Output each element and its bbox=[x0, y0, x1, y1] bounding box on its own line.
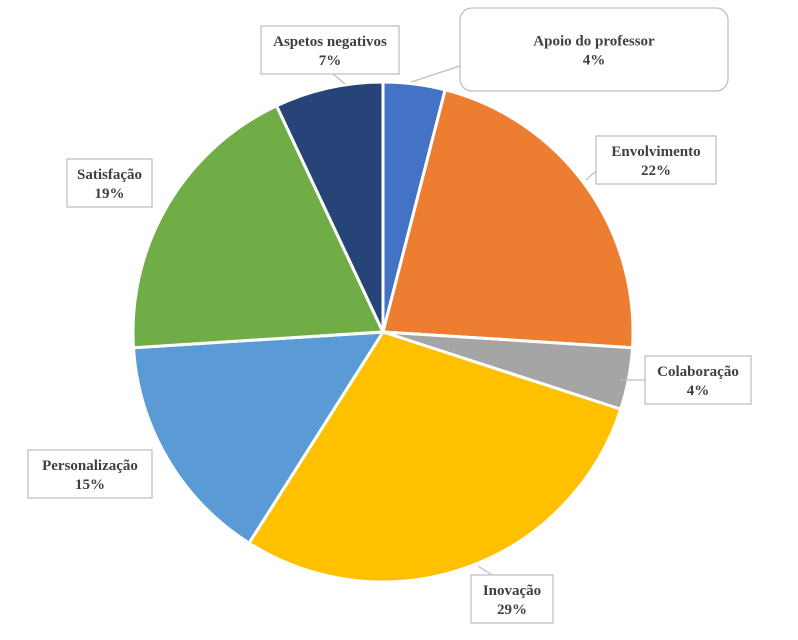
pie-slices bbox=[131, 80, 635, 584]
slice-category-label: Colaboração bbox=[657, 364, 739, 380]
data-label: Apoio do professor 4% bbox=[410, 7, 729, 92]
data-label-box bbox=[644, 355, 752, 405]
leader-line bbox=[585, 170, 597, 181]
data-label-box bbox=[459, 7, 729, 92]
slice-category-label: Envolvimento bbox=[611, 144, 700, 160]
data-label: Inovação 29% bbox=[470, 565, 554, 624]
slice-value-label: 4% bbox=[583, 53, 606, 69]
data-label-box bbox=[470, 574, 554, 624]
slice-category-label: Aspetos negativos bbox=[273, 34, 387, 50]
slice-category-label: Personalização bbox=[42, 458, 138, 474]
slice-value-label: 7% bbox=[319, 53, 342, 69]
slice-value-label: 29% bbox=[497, 602, 527, 618]
slice-value-label: 22% bbox=[641, 163, 671, 179]
data-label: Aspetos negativos 7% bbox=[260, 25, 400, 85]
pie-slice bbox=[131, 330, 385, 545]
slice-value-label: 15% bbox=[75, 477, 105, 493]
slice-category-label: Inovação bbox=[483, 583, 541, 599]
data-label-box bbox=[260, 25, 400, 75]
slice-value-label: 4% bbox=[687, 383, 710, 399]
pie-slice bbox=[275, 80, 385, 334]
slice-value-label: 19% bbox=[95, 186, 125, 202]
slice-category-label: Apoio do professor bbox=[533, 34, 655, 50]
data-label: Personalização 15% bbox=[27, 449, 153, 499]
pie-slice bbox=[247, 330, 623, 584]
data-label: Colaboração 4% bbox=[620, 355, 752, 405]
leader-line bbox=[332, 73, 346, 85]
data-label-box bbox=[595, 135, 717, 185]
pie-slice bbox=[131, 104, 385, 350]
leader-line bbox=[410, 65, 461, 83]
pie-data-labels: Apoio do professor 4% Envolvimento 22% Colab… bbox=[27, 7, 752, 624]
data-label-box bbox=[27, 449, 153, 499]
data-label-box bbox=[66, 158, 153, 208]
leader-line bbox=[477, 565, 493, 576]
data-label: Satisfação 19% bbox=[66, 158, 153, 208]
pie-slice bbox=[381, 88, 635, 350]
slice-category-label: Satisfação bbox=[77, 167, 142, 183]
data-label: Envolvimento 22% bbox=[585, 135, 717, 185]
